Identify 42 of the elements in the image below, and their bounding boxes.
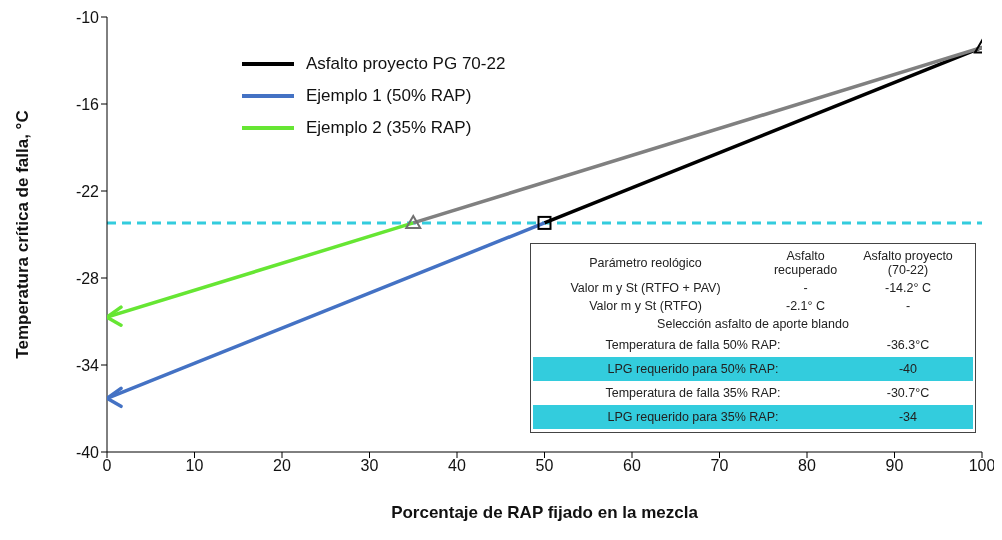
annotation: Valor m y St (RTFO): [588, 299, 703, 313]
x-tick-label: 70: [710, 457, 729, 475]
annotation: LPG requerido para 35% RAP:: [606, 410, 780, 424]
y-tick-label: -28: [75, 269, 100, 287]
annotation: Valor m y St (RTFO + PAV): [569, 281, 722, 295]
annotation: -40: [897, 362, 919, 376]
annotation: Asfalto proyecto (70-22): [862, 249, 954, 277]
annotation: Parámetro reológico: [588, 256, 703, 270]
annotation: -2.1° C: [784, 299, 826, 313]
annotation: -36.3°C: [885, 338, 931, 352]
legend-label: Asfalto proyecto PG 70-22: [306, 54, 506, 74]
annotation: Temperatura de falla 35% RAP:: [604, 386, 782, 400]
annotation: -: [904, 299, 912, 313]
x-tick-label: 30: [360, 457, 379, 475]
x-tick-label: 50: [535, 457, 554, 475]
y-tick-label: -10: [75, 8, 100, 26]
legend-label: Ejemplo 1 (50% RAP): [306, 86, 472, 106]
annotation: -34: [897, 410, 919, 424]
annotation: -30.7°C: [885, 386, 931, 400]
y-tick-label: -22: [75, 182, 100, 200]
annotation: -14.2° C: [884, 281, 932, 295]
legend-label: Ejemplo 2 (35% RAP): [306, 118, 472, 138]
y-axis-title: Temperatura crítica de falla, °C: [13, 110, 33, 359]
y-tick-label: -40: [75, 443, 100, 461]
x-tick-label: 20: [273, 457, 291, 475]
annotation: Temperatura de falla 50% RAP:: [604, 338, 782, 352]
x-axis-title: Porcentaje de RAP fijado en la mezcla: [391, 503, 699, 522]
annotation: LPG requerido para 50% RAP:: [606, 362, 780, 376]
x-tick-label: 100: [968, 457, 996, 475]
x-tick-label: 40: [448, 457, 466, 475]
annotation: Selección asfalto de aporte blando: [656, 316, 850, 333]
x-tick-label: 10: [185, 457, 204, 475]
highlighted-row: LPG requerido para 35% RAP: -34: [533, 405, 973, 429]
annotation: Asfalto recuperado: [772, 249, 839, 277]
x-tick-label: 60: [623, 457, 641, 475]
highlighted-row: LPG requerido para 50% RAP: -40: [533, 357, 973, 381]
x-tick-label: 80: [798, 457, 816, 475]
y-tick-label: -34: [75, 356, 100, 374]
annotation: -: [802, 281, 809, 295]
y-tick-label: -16: [75, 95, 100, 113]
x-tick-label: 90: [885, 457, 904, 475]
x-tick-label: 0: [102, 457, 112, 475]
